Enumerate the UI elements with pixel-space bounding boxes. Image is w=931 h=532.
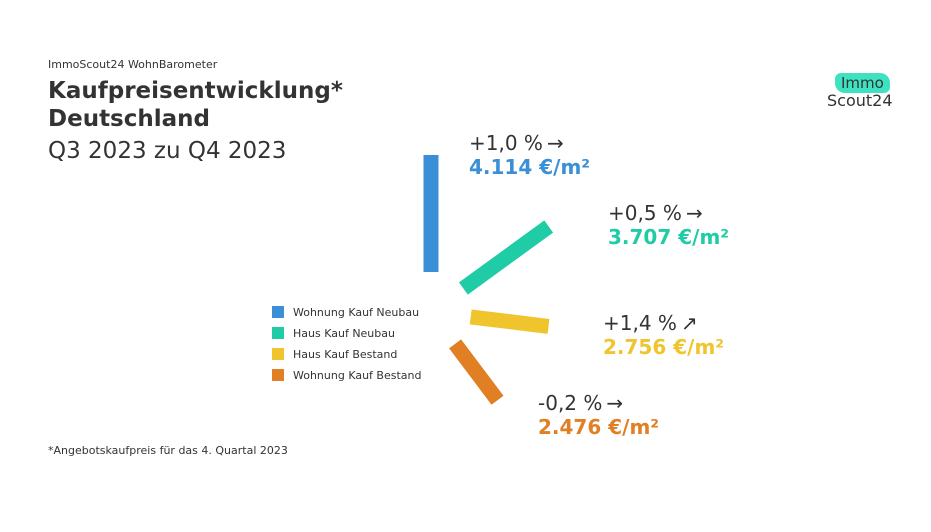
change-value: +1,0 % — [469, 131, 543, 155]
series-label-wohnung-kauf-neubau: +1,0 % → 4.114 €/m² — [469, 131, 590, 179]
legend-item: Wohnung Kauf Neubau — [272, 302, 421, 322]
legend-item: Haus Kauf Neubau — [272, 323, 421, 343]
legend-label: Wohnung Kauf Bestand — [293, 368, 422, 382]
series-label-haus-kauf-bestand: +1,4 % ↗ 2.756 €/m² — [603, 311, 724, 359]
footnote: *Angebotskaufpreis für das 4. Quartal 20… — [48, 444, 288, 457]
arrow-right-icon: → — [546, 131, 564, 155]
arrow-right-icon: → — [685, 201, 703, 225]
price-value: 2.476 €/m² — [538, 415, 660, 439]
price-value: 4.114 €/m² — [469, 155, 591, 179]
legend-swatch — [272, 306, 284, 318]
page-title: Kaufpreisentwicklung* Deutschland — [48, 77, 343, 133]
series-label-haus-kauf-neubau: +0,5 % → 3.707 €/m² — [608, 201, 729, 249]
bar-haus-kauf-neubau — [458, 220, 554, 295]
change-value: +1,4 % — [603, 311, 677, 335]
legend-swatch — [272, 348, 284, 360]
arrow-up-right-icon: ↗ — [680, 311, 698, 335]
immoscout24-logo: Immo Scout24 — [827, 73, 907, 113]
logo-immo-text: Immo — [835, 73, 890, 93]
legend-item: Haus Kauf Bestand — [272, 344, 421, 364]
legend-label: Haus Kauf Neubau — [293, 326, 395, 340]
bar-wohnung-kauf-bestand — [449, 339, 504, 405]
change-value: -0,2 % — [538, 391, 603, 415]
legend-label: Haus Kauf Bestand — [293, 347, 398, 361]
title-line-2: Deutschland — [48, 106, 210, 132]
legend-label: Wohnung Kauf Neubau — [293, 305, 420, 319]
price-value: 2.756 €/m² — [603, 335, 725, 359]
change-value: +0,5 % — [608, 201, 682, 225]
supertitle: ImmoScout24 WohnBarometer — [48, 58, 218, 71]
chart-legend: Wohnung Kauf Neubau Haus Kauf Neubau Hau… — [272, 302, 421, 386]
legend-swatch — [272, 327, 284, 339]
arrow-right-icon: → — [606, 391, 624, 415]
price-value: 3.707 €/m² — [608, 225, 730, 249]
series-label-wohnung-kauf-bestand: -0,2 % → 2.476 €/m² — [538, 391, 659, 439]
bar-haus-kauf-bestand — [469, 309, 550, 334]
page-subtitle: Q3 2023 zu Q4 2023 — [48, 138, 287, 164]
logo-scout24-text: Scout24 — [827, 91, 893, 110]
title-line-1: Kaufpreisentwicklung* — [48, 78, 343, 104]
legend-swatch — [272, 369, 284, 381]
legend-item: Wohnung Kauf Bestand — [272, 365, 421, 385]
